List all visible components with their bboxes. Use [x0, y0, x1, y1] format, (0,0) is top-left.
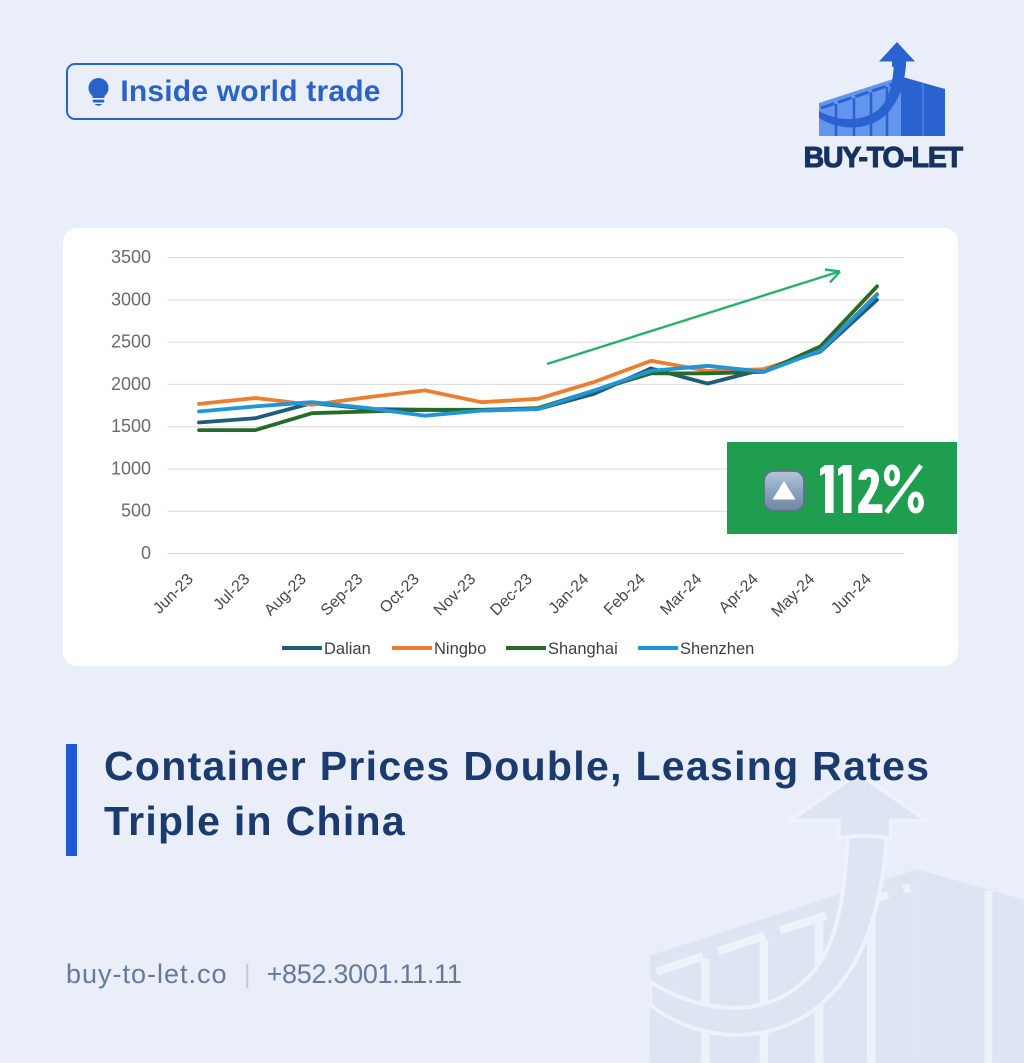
svg-text:1000: 1000 — [111, 459, 151, 479]
svg-text:Shenzhen: Shenzhen — [680, 640, 754, 658]
svg-text:Aug-23: Aug-23 — [261, 571, 310, 620]
svg-text:Dalian: Dalian — [324, 640, 371, 658]
svg-text:2500: 2500 — [111, 332, 151, 352]
svg-text:Jul-23: Jul-23 — [210, 571, 253, 614]
svg-text:Ningbo: Ningbo — [434, 640, 486, 658]
svg-text:May-24: May-24 — [769, 571, 819, 621]
svg-text:Jun-24: Jun-24 — [828, 571, 875, 618]
svg-text:Nov-23: Nov-23 — [431, 571, 480, 620]
svg-text:2000: 2000 — [111, 374, 151, 394]
svg-text:0: 0 — [141, 543, 151, 563]
svg-text:Jan-24: Jan-24 — [546, 571, 593, 618]
svg-text:3500: 3500 — [111, 247, 151, 267]
svg-text:Shanghai: Shanghai — [548, 640, 618, 658]
svg-text:Oct-23: Oct-23 — [377, 571, 423, 617]
svg-text:Mar-24: Mar-24 — [657, 571, 705, 619]
svg-text:500: 500 — [121, 501, 151, 521]
svg-text:Sep-23: Sep-23 — [318, 571, 367, 620]
svg-text:Apr-24: Apr-24 — [716, 571, 762, 617]
svg-text:Feb-24: Feb-24 — [601, 571, 649, 619]
svg-text:1500: 1500 — [111, 416, 151, 436]
svg-text:3000: 3000 — [111, 289, 151, 309]
svg-text:Dec-23: Dec-23 — [487, 571, 536, 620]
svg-text:Jun-23: Jun-23 — [150, 571, 197, 618]
